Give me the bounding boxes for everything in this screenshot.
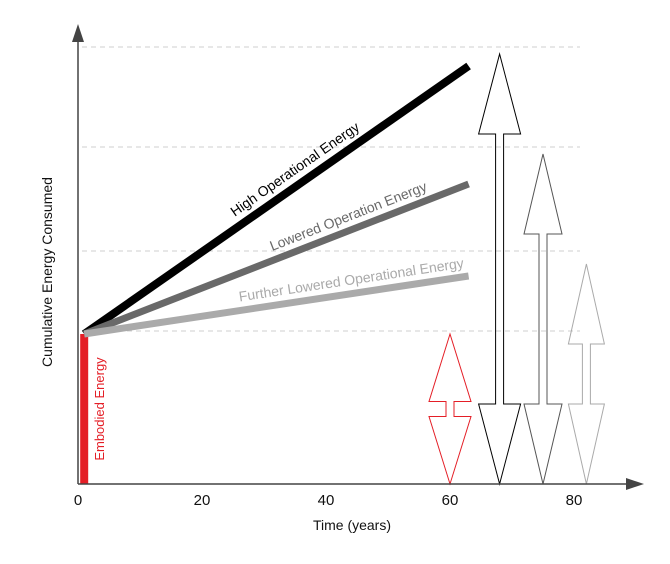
double-arrow xyxy=(567,263,606,485)
x-tick-label: 40 xyxy=(318,492,335,509)
x-axis-arrowhead xyxy=(626,478,644,490)
embodied-energy-label: Embodied Energy xyxy=(92,357,107,461)
x-tick-label: 60 xyxy=(442,492,459,509)
x-tick-label: 0 xyxy=(74,492,82,509)
x-tick-label: 20 xyxy=(194,492,211,509)
y-axis-label: Cumulative Energy Consumed xyxy=(39,177,55,367)
grid-lines xyxy=(82,46,580,332)
x-tick-label: 80 xyxy=(566,492,583,509)
x-axis-label: Time (years) xyxy=(313,517,391,533)
series-line xyxy=(81,62,471,338)
double-arrow xyxy=(428,332,472,486)
series-line xyxy=(83,272,470,338)
series-label: High Operational Energy xyxy=(227,119,362,220)
y-axis-arrowhead xyxy=(72,24,84,42)
embodied-energy-bar xyxy=(80,334,89,484)
series-line xyxy=(82,180,470,338)
axes: 0 20 40 60 80 xyxy=(72,24,644,509)
double-arrow xyxy=(477,52,522,486)
double-arrow xyxy=(523,153,563,485)
